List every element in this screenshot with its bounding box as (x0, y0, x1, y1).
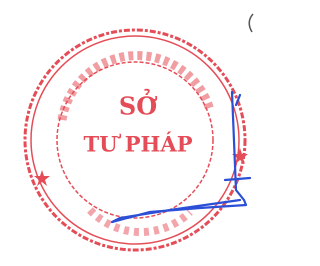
page: SỞ TƯ PHÁP (() => { const data = JSON.pa… (0, 0, 258, 266)
stamp-image: SỞ TƯ PHÁP (0, 0, 258, 266)
stamp-line: TƯ PHÁP (84, 132, 193, 157)
stamp-line: SỞ (119, 89, 157, 121)
